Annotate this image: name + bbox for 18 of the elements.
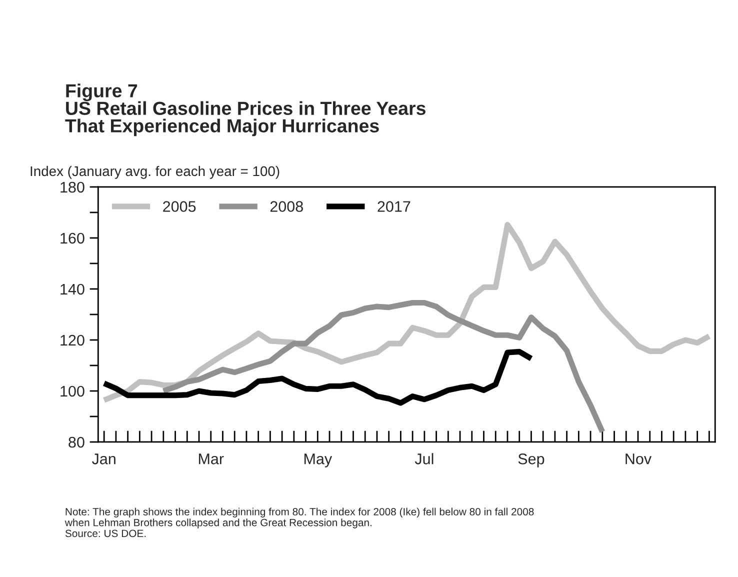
y-axis-title: Index (January avg. for each year = 100) <box>30 166 280 179</box>
chart-title: Figure 7 US Retail Gasoline Prices in Three Years That Experienced Major Hurricanes <box>65 84 426 136</box>
y-tick-label: 80 <box>68 436 84 448</box>
y-tick-label: 180 <box>60 182 84 193</box>
y-tick-label: 100 <box>60 386 84 397</box>
x-tick-label: May <box>304 454 332 468</box>
y-tick-label: 120 <box>60 334 84 346</box>
x-tick-label: Jan <box>92 454 116 464</box>
y-tick-label: 160 <box>60 232 84 244</box>
x-tick-label: Nov <box>626 454 652 464</box>
legend-label: 2005 <box>163 201 196 212</box>
x-tick-label: Sep <box>518 453 544 468</box>
legend-label: 2017 <box>378 201 410 212</box>
x-tick-label: Jul <box>414 453 434 464</box>
y-tick-label: 140 <box>60 284 84 295</box>
x-tick-label: Mar <box>198 454 224 464</box>
legend-label: 2008 <box>270 201 303 212</box>
text: Note: The graph shows the index beginning from 80. The index for 2008 (Ike) fell below 80 in fall 2008 when Lehman Brothers collapsed and the Great Recession began. Source: US DOE. <box>64 508 534 538</box>
